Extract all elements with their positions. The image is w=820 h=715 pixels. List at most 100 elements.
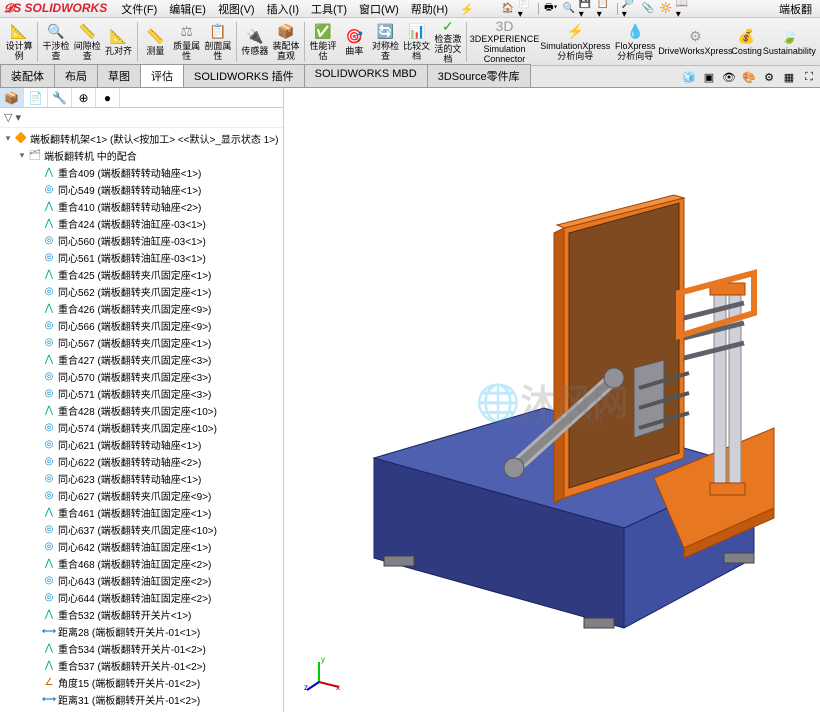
tree-toggle[interactable]: ▾ <box>2 133 14 144</box>
ribbon-干涉检查[interactable]: 🔍干涉检查 <box>41 20 71 64</box>
ribbon-Sustainability[interactable]: 🍃Sustainability <box>763 20 816 64</box>
mate-item[interactable]: ◎同心567 (端板翻转夹爪固定座<1>) <box>2 334 281 351</box>
mate-item[interactable]: ⋀重合425 (端板翻转夹爪固定座<1>) <box>2 266 281 283</box>
ribbon-SimulationXpress 分析向导[interactable]: ⚡SimulationXpress 分析向导 <box>540 20 610 64</box>
mate-item[interactable]: ⋀重合409 (端板翻转转动轴座<1>) <box>2 164 281 181</box>
ribbon-曲率[interactable]: 🎯曲率 <box>339 20 369 64</box>
mate-item[interactable]: ⋀重合468 (端板翻转油缸固定座<2>) <box>2 555 281 572</box>
mate-item[interactable]: ⋀重合426 (端板翻转夹爪固定座<9>) <box>2 300 281 317</box>
tab-SOLIDWORKS 插件[interactable]: SOLIDWORKS 插件 <box>183 64 305 87</box>
sidebar-tab-0[interactable]: 📦 <box>0 88 24 107</box>
scene-icon[interactable]: 🎨 <box>740 69 758 85</box>
tree-filter[interactable]: ▽ ▾ <box>0 108 283 128</box>
viewport-icon[interactable]: ▦ <box>780 69 798 85</box>
ribbon-3DEXPERIENCE Simulation Connector[interactable]: 3D3DEXPERIENCE Simulation Connector <box>470 20 540 64</box>
ribbon-传感器[interactable]: 🔌传感器 <box>240 20 270 64</box>
menu-窗口(W)[interactable]: 窗口(W) <box>353 4 405 16</box>
sidebar-tab-2[interactable]: 🔧 <box>48 88 72 107</box>
menu-插入(I)[interactable]: 插入(I) <box>261 4 305 16</box>
tree-label: 端板翻转机架<1> (默认<按加工> <<默认>_显示状态 1>) <box>30 131 278 146</box>
tab-3DSource零件库[interactable]: 3DSource零件库 <box>427 64 531 87</box>
qat-btn-5[interactable]: 📋▾ <box>597 2 613 16</box>
hide-show-icon[interactable]: 👁 <box>720 69 738 85</box>
3d-viewport[interactable]: 🌐沐风网 www.mfcad.com y x z <box>284 88 820 712</box>
ribbon-测量[interactable]: 📏测量 <box>140 20 170 64</box>
ribbon-性能评估[interactable]: ✅性能评估 <box>308 20 338 64</box>
mate-item[interactable]: ◎同心561 (端板翻转油缸座-03<1>) <box>2 249 281 266</box>
mate-item[interactable]: ◎同心571 (端板翻转夹爪固定座<3>) <box>2 385 281 402</box>
mate-item[interactable]: ⋀重合428 (端板翻转夹爪固定座<10>) <box>2 402 281 419</box>
mate-item[interactable]: ◎同心621 (端板翻转转动轴座<1>) <box>2 436 281 453</box>
menu-⚡[interactable]: ⚡ <box>454 4 480 16</box>
qat-btn-2[interactable]: 🖶▾ <box>543 2 559 16</box>
qat-btn-6[interactable]: 🔎▾ <box>622 2 638 16</box>
mate-item[interactable]: ◎同心644 (端板翻转油缸固定座<2>) <box>2 589 281 606</box>
mate-item[interactable]: ◎同心574 (端板翻转夹爪固定座<10>) <box>2 419 281 436</box>
tree-toggle[interactable]: ▾ <box>16 150 28 161</box>
qat-btn-8[interactable]: 🔆 <box>658 2 674 16</box>
menu-文件(F)[interactable]: 文件(F) <box>115 4 163 16</box>
mate-item[interactable]: ◎同心570 (端板翻转夹爪固定座<3>) <box>2 368 281 385</box>
sidebar-tab-3[interactable]: ⊕ <box>72 88 96 107</box>
menu-视图(V)[interactable]: 视图(V) <box>212 4 261 16</box>
ribbon-DriveWorksXpress[interactable]: ⚙DriveWorksXpress <box>660 20 730 64</box>
mate-item[interactable]: ◎同心562 (端板翻转夹爪固定座<1>) <box>2 283 281 300</box>
mate-item[interactable]: ⋀重合427 (端板翻转夹爪固定座<3>) <box>2 351 281 368</box>
ribbon-比较文档[interactable]: 📊比较文档 <box>402 20 432 64</box>
mate-item[interactable]: ⟷距离28 (端板翻转开关片-01<1>) <box>2 623 281 640</box>
mate-item[interactable]: ⋀重合534 (端板翻转开关片-01<2>) <box>2 640 281 657</box>
display-style-icon[interactable]: ▣ <box>700 69 718 85</box>
qat-btn-1[interactable]: 📄▾ <box>518 2 534 16</box>
mate-item[interactable]: ◎同心566 (端板翻转夹爪固定座<9>) <box>2 317 281 334</box>
mate-item[interactable]: ⋀重合410 (端板翻转转动轴座<2>) <box>2 198 281 215</box>
tree-icon: ◎ <box>42 574 56 588</box>
mate-item[interactable]: ◎同心642 (端板翻转油缸固定座<1>) <box>2 538 281 555</box>
ribbon-装配体直观[interactable]: 📦装配体直观 <box>271 20 301 64</box>
tree-icon: ⋀ <box>42 217 56 231</box>
mate-item[interactable]: ◎同心622 (端板翻转转动轴座<2>) <box>2 453 281 470</box>
tab-评估[interactable]: 评估 <box>140 64 184 87</box>
sidebar-tab-4[interactable]: ● <box>96 88 120 107</box>
tab-布局[interactable]: 布局 <box>54 64 98 87</box>
ribbon-label: 设计算例 <box>4 42 34 62</box>
mate-item[interactable]: ◎同心560 (端板翻转油缸座-03<1>) <box>2 232 281 249</box>
mate-item[interactable]: ⋀重合537 (端板翻转开关片-01<2>) <box>2 657 281 674</box>
tab-装配体[interactable]: 装配体 <box>0 64 55 87</box>
mate-item[interactable]: ◎同心549 (端板翻转转动轴座<1>) <box>2 181 281 198</box>
ribbon-质量属性[interactable]: ⚖质量属性 <box>172 20 202 64</box>
qat-btn-7[interactable]: 📎 <box>640 2 656 16</box>
ribbon-孔对齐[interactable]: 📐孔对齐 <box>103 20 133 64</box>
mate-item[interactable]: ⟷距离31 (端板翻转开关片-01<2>) <box>2 691 281 708</box>
ribbon-设计算例[interactable]: 📐设计算例 <box>4 20 34 64</box>
mate-item[interactable]: ◎同心643 (端板翻转油缸固定座<2>) <box>2 572 281 589</box>
tab-SOLIDWORKS MBD[interactable]: SOLIDWORKS MBD <box>304 64 428 87</box>
tab-草图[interactable]: 草图 <box>97 64 141 87</box>
ribbon-剖面属性[interactable]: 📋剖面属性 <box>203 20 233 64</box>
mate-item[interactable]: ◎同心623 (端板翻转转动轴座<1>) <box>2 470 281 487</box>
mate-item[interactable]: ◎同心627 (端板翻转夹爪固定座<9>) <box>2 487 281 504</box>
qat-btn-4[interactable]: 💾▾ <box>579 2 595 16</box>
mate-item[interactable]: ⟷距离32 (端板翻转开关片-01<2>) <box>2 708 281 712</box>
mate-item[interactable]: ⋀重合461 (端板翻转油缸固定座<1>) <box>2 504 281 521</box>
ribbon-检查激活的文档[interactable]: ✓检查激活的文档 <box>433 20 463 64</box>
tree-root[interactable]: ▾🔶端板翻转机架<1> (默认<按加工> <<默认>_显示状态 1>) <box>2 130 281 147</box>
ribbon-Costing[interactable]: 💰Costing <box>731 20 762 64</box>
menu-编辑(E)[interactable]: 编辑(E) <box>163 4 212 16</box>
mate-item[interactable]: ◎同心637 (端板翻转夹爪固定座<10>) <box>2 521 281 538</box>
ribbon-对称检查[interactable]: 🔄对称检查 <box>370 20 400 64</box>
mate-item[interactable]: ⋀重合424 (端板翻转油缸座-03<1>) <box>2 215 281 232</box>
qat-btn-3[interactable]: 🔍 <box>561 2 577 16</box>
expand-icon[interactable]: ⛶ <box>800 69 818 85</box>
ribbon-间隙检查[interactable]: 📏间隙检查 <box>72 20 102 64</box>
qat-btn-0[interactable]: 🏠 <box>500 2 516 16</box>
qat-btn-9[interactable]: 📖▾ <box>676 2 692 16</box>
menu-工具(T)[interactable]: 工具(T) <box>305 4 353 16</box>
mate-item[interactable]: ⋀重合532 (端板翻转开关片<1>) <box>2 606 281 623</box>
view-settings-icon[interactable]: ⚙ <box>760 69 778 85</box>
mate-item[interactable]: ∠角度15 (端板翻转开关片-01<2>) <box>2 674 281 691</box>
tree-mates-folder[interactable]: ▾🗂端板翻转机 中的配合 <box>2 147 281 164</box>
view-orientation-icon[interactable]: 🧊 <box>680 69 698 85</box>
ribbon-FloXpress 分析向导[interactable]: 💧FloXpress 分析向导 <box>611 20 659 64</box>
menu-帮助(H)[interactable]: 帮助(H) <box>405 4 454 16</box>
sidebar-tab-1[interactable]: 📄 <box>24 88 48 107</box>
